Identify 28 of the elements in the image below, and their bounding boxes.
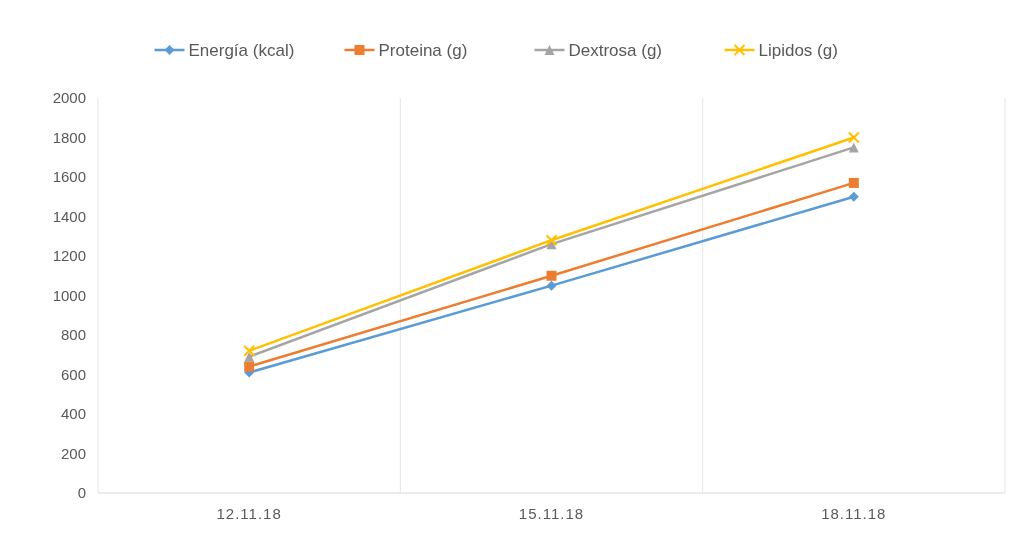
point [848,177,859,188]
point [847,131,860,144]
point [545,234,558,247]
legend-label: Lipidos (g) [758,40,838,60]
point [244,361,255,372]
legend-label: Proteina (g) [378,40,468,60]
point [546,270,557,281]
point [848,142,859,153]
point [848,191,859,202]
legend-label: Energía (kcal) [188,40,295,60]
y-tick-label: 400 [60,405,86,423]
point [243,344,256,357]
x-tick-label: 15.11.18 [518,505,585,522]
x-tick-label: 18.11.18 [821,505,887,522]
y-tick-label: 0 [77,484,86,502]
y-tick-label: 200 [60,444,86,462]
point [244,351,255,362]
y-tick-label: 1200 [52,247,86,265]
y-tick-label: 1600 [52,168,86,186]
y-tick-label: 800 [60,326,86,344]
y-tick-label: 1400 [52,207,86,225]
y-tick-label: 1800 [52,128,86,146]
y-tick-label: 1000 [52,286,86,304]
point [546,280,557,291]
x-tick-label: 12.11.18 [216,505,282,522]
legend-label: Dextrosa (g) [568,40,663,60]
y-tick-label: 2000 [52,89,86,107]
y-tick-label: 600 [60,365,86,383]
